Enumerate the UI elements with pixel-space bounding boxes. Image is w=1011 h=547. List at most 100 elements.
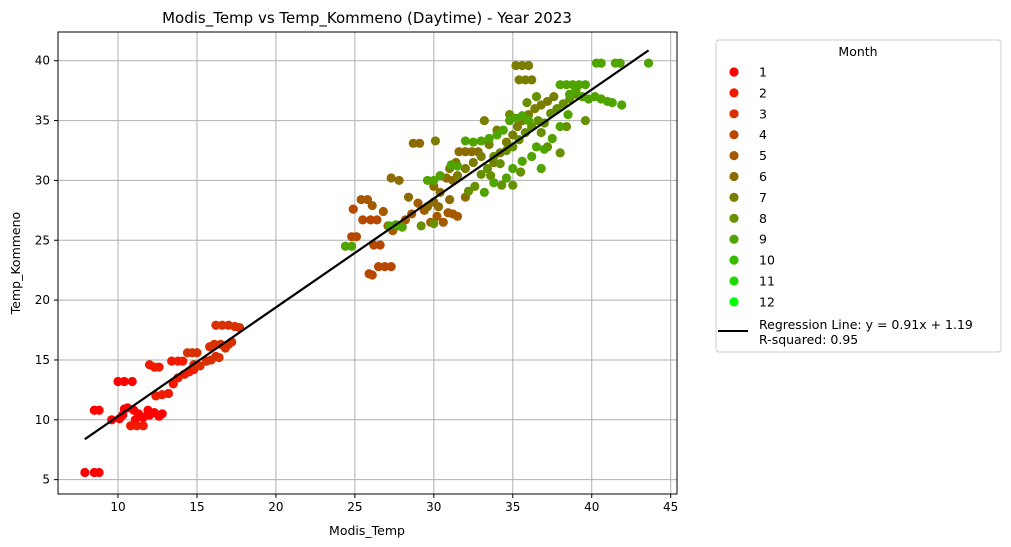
scatter-point-month-9 — [484, 133, 494, 144]
scatter-point-month-1 — [157, 409, 167, 419]
scatter-point-month-2 — [178, 356, 188, 366]
scatter-point-month-1 — [127, 376, 137, 387]
scatter-point-month-3 — [211, 320, 221, 330]
legend-swatch-month-12 — [729, 297, 739, 307]
scatter-point-month-4 — [372, 215, 382, 225]
scatter-point-month-4 — [380, 261, 390, 272]
scatter-point-month-3 — [214, 352, 224, 363]
scatter-point-month-9 — [563, 109, 573, 120]
legend-swatch-month-8 — [729, 213, 739, 223]
scatter-point-month-9 — [561, 80, 572, 90]
scatter-point-month-9 — [615, 58, 625, 68]
legend-label-month-12: 12 — [759, 294, 775, 309]
scatter-point-month-7 — [517, 60, 527, 71]
scatter-point-month-6 — [445, 194, 455, 205]
y-tick-label: 10 — [35, 413, 50, 427]
legend-label-month-10: 10 — [759, 253, 775, 268]
legend-swatch-month-3 — [729, 109, 739, 119]
x-tick-label: 10 — [110, 500, 125, 514]
scatter-point-month-5 — [413, 198, 423, 208]
scatter-point-month-8 — [522, 98, 532, 108]
scatter-point-month-9 — [517, 156, 527, 166]
regression-line — [84, 49, 650, 441]
scatter-point-month-8 — [561, 121, 572, 132]
scatter-point-month-7 — [520, 75, 531, 85]
scatter-point-month-7 — [511, 60, 521, 71]
scatter-point-month-5 — [432, 211, 442, 221]
x-tick-label: 25 — [347, 500, 362, 514]
x-tick-label: 20 — [268, 500, 283, 514]
scatter-point-month-9 — [596, 58, 606, 68]
scatter-point-month-8 — [555, 148, 565, 158]
scatter-point-month-8 — [508, 180, 518, 190]
scatter-point-month-4 — [348, 204, 358, 214]
x-axis-ticks: 10 15 20 25 30 35 40 45 — [110, 494, 678, 514]
chart-title: Modis_Temp vs Temp_Kommeno (Daytime) - Y… — [162, 9, 572, 28]
scatter-point-month-8 — [463, 186, 474, 196]
scatter-point-month-9 — [498, 125, 508, 135]
scatter-point-month-9 — [492, 130, 502, 140]
scatter-point-month-9 — [607, 98, 617, 108]
y-tick-label: 25 — [35, 233, 50, 247]
scatter-point-month-9 — [536, 163, 546, 174]
y-tick-label: 20 — [35, 293, 50, 307]
scatter-point-month-8 — [536, 127, 546, 138]
scatter-point-month-3 — [192, 348, 202, 358]
scatter-point-month-8 — [486, 171, 496, 181]
scatter-point-month-6 — [467, 147, 477, 157]
scatter-point-month-8 — [497, 180, 507, 190]
scatter-point-month-2 — [167, 356, 177, 366]
scatter-point-month-9 — [476, 136, 486, 146]
y-axis-ticks: 5 10 15 20 25 30 35 40 — [35, 54, 58, 487]
scatter-point-month-9 — [452, 161, 463, 171]
scatter-point-month-9 — [547, 133, 557, 144]
legend-regression-label: Regression Line: y = 0.91x + 1.19 — [759, 317, 973, 332]
scatter-point-month-9 — [479, 187, 489, 197]
legend-swatch-month-7 — [729, 192, 739, 202]
y-tick-label: 15 — [35, 353, 50, 367]
scatter-point-month-4 — [375, 240, 385, 250]
scatter-point-month-9 — [397, 222, 407, 232]
scatter-point-month-7 — [549, 92, 559, 102]
scatter-point-month-9 — [555, 80, 565, 90]
legend-title: Month — [838, 44, 877, 59]
scatter-point-month-6 — [408, 138, 418, 148]
scatter-point-month-8 — [516, 167, 526, 177]
y-tick-label: 35 — [35, 114, 50, 128]
legend-swatch-month-9 — [729, 234, 739, 244]
scatter-point-month-4 — [366, 215, 376, 225]
scatter-point-month-9 — [435, 171, 445, 181]
scatter-point-month-8 — [482, 163, 493, 174]
scatter-point-month-7 — [479, 115, 489, 126]
scatter-point-month-7 — [430, 136, 441, 146]
grid — [58, 32, 677, 494]
scatter-point-month-7 — [468, 157, 478, 168]
legend-swatch-month-4 — [729, 130, 739, 140]
scatter-point-month-2 — [132, 421, 142, 431]
scatter-point-month-9 — [347, 241, 357, 251]
scatter-point-month-9 — [460, 136, 471, 146]
legend-swatch-month-10 — [729, 255, 739, 265]
scatter-point-month-9 — [523, 115, 534, 126]
y-tick-label: 30 — [35, 173, 50, 187]
x-tick-label: 15 — [189, 500, 204, 514]
scatter-point-month-8 — [416, 221, 426, 231]
scatter-point-month-1 — [143, 405, 153, 415]
scatter-point-month-2 — [154, 362, 164, 372]
legend-swatch-month-11 — [729, 276, 739, 286]
scatter-point-month-2 — [126, 421, 136, 431]
scatter-point-month-9 — [527, 151, 537, 162]
scatter-point-month-9 — [580, 80, 591, 90]
scatter-point-month-4 — [351, 232, 362, 242]
x-tick-label: 30 — [426, 500, 441, 514]
legend-swatch-month-2 — [729, 88, 739, 98]
scatter-point-month-5 — [378, 206, 388, 217]
scatter-point-month-2 — [163, 388, 174, 399]
scatter-point-month-7 — [501, 137, 512, 147]
scatter-point-month-4 — [367, 270, 377, 280]
scatter-point-month-8 — [495, 159, 505, 169]
legend-label-month-9: 9 — [759, 232, 767, 247]
